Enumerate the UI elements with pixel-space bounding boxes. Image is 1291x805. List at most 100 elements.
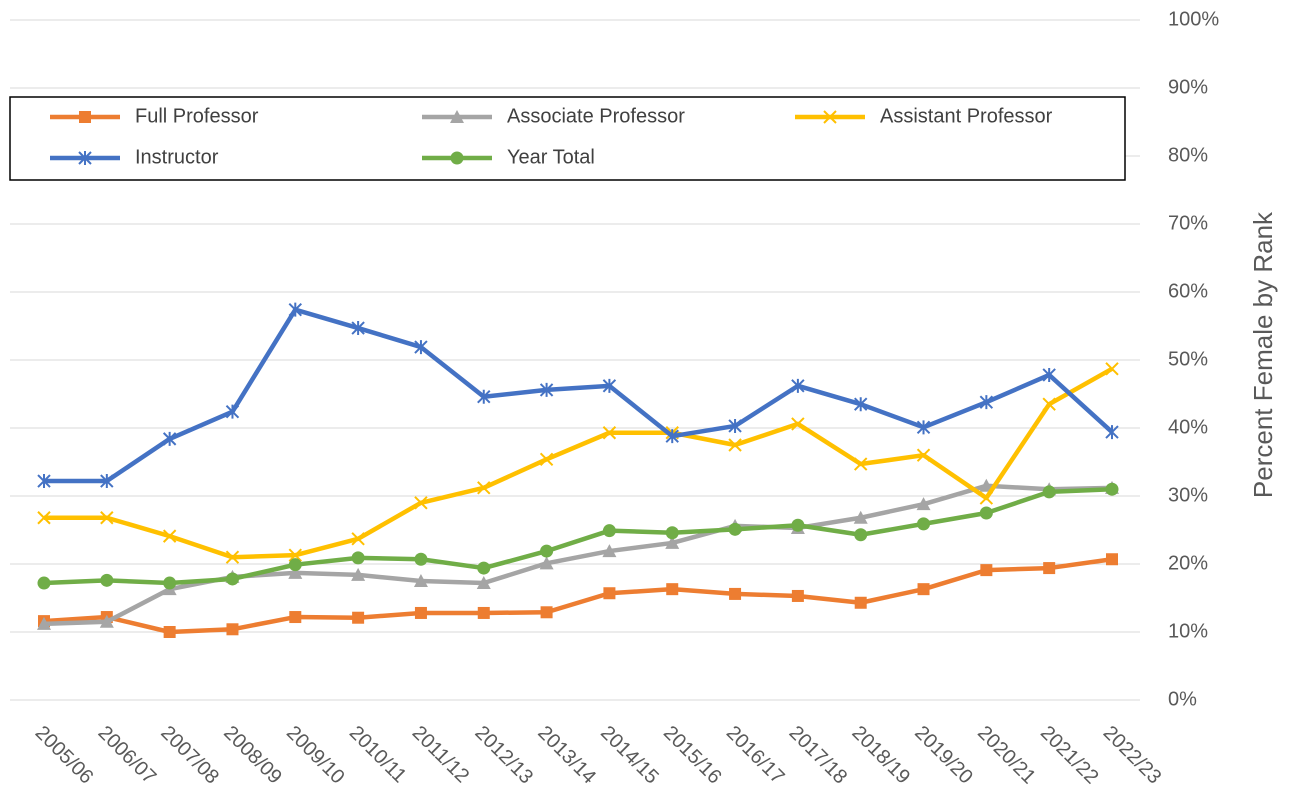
- marker: [225, 404, 240, 419]
- marker: [414, 340, 428, 355]
- y-tick-label: 100%: [1168, 8, 1219, 30]
- marker: [414, 606, 427, 619]
- marker: [288, 565, 303, 579]
- y-tick-label: 80%: [1168, 144, 1208, 166]
- marker: [413, 574, 428, 587]
- y-tick-label: 30%: [1168, 484, 1208, 506]
- legend-label: Full Professor: [135, 105, 259, 127]
- marker: [916, 497, 931, 511]
- marker: [414, 496, 428, 510]
- marker: [351, 321, 365, 336]
- marker: [289, 611, 302, 624]
- marker: [854, 596, 867, 609]
- y-tick-label: 0%: [1168, 688, 1197, 710]
- marker: [665, 429, 679, 444]
- y-tick-label: 10%: [1168, 620, 1208, 642]
- x-tick-label: 2021/22: [1036, 722, 1103, 789]
- marker: [477, 561, 491, 575]
- marker: [980, 564, 993, 577]
- legend-label: Instructor: [135, 146, 219, 168]
- legend-marker: [450, 151, 464, 165]
- marker: [37, 576, 51, 590]
- legend-label: Associate Professor: [507, 105, 685, 127]
- marker: [414, 552, 428, 566]
- y-tick-label: 20%: [1168, 552, 1208, 574]
- series: [38, 553, 1118, 638]
- marker: [728, 522, 742, 536]
- marker: [916, 420, 931, 435]
- marker: [162, 431, 177, 446]
- x-tick-label: 2020/21: [973, 722, 1040, 789]
- marker: [602, 378, 617, 393]
- marker: [979, 395, 994, 410]
- marker: [37, 511, 51, 525]
- marker: [979, 506, 993, 520]
- marker: [1042, 397, 1056, 411]
- marker: [288, 558, 302, 572]
- legend-marker: [823, 110, 837, 124]
- marker: [477, 606, 490, 619]
- line: [43, 557, 1113, 635]
- marker: [603, 587, 616, 600]
- line: [44, 366, 1114, 560]
- marker: [351, 567, 366, 581]
- legend-item: Assistant Professor: [795, 105, 1053, 127]
- x-tick-label: 2018/19: [847, 722, 914, 789]
- x-tick-label: 2010/11: [345, 722, 411, 788]
- marker: [1105, 425, 1119, 440]
- marker: [979, 478, 994, 492]
- series: [37, 478, 1119, 630]
- legend-item: Instructor: [50, 146, 219, 168]
- legend-label: Year Total: [507, 146, 595, 168]
- marker: [791, 417, 805, 431]
- legend-marker: [450, 110, 464, 123]
- legend-item: Associate Professor: [422, 105, 685, 127]
- x-tick-label: 2019/20: [910, 722, 977, 789]
- marker: [666, 583, 679, 596]
- marker: [100, 474, 114, 489]
- marker: [1042, 485, 1056, 499]
- marker: [853, 510, 868, 524]
- y-tick-label: 90%: [1168, 76, 1208, 98]
- x-tick-label: 2012/13: [470, 722, 537, 789]
- series: [37, 302, 1119, 489]
- marker: [1105, 362, 1119, 376]
- y-axis-title: Percent Female by Rank: [1248, 211, 1278, 498]
- marker: [1043, 562, 1056, 575]
- marker: [288, 548, 303, 562]
- marker: [1042, 367, 1056, 382]
- x-tick-label: 2014/15: [596, 722, 663, 789]
- marker: [729, 587, 742, 600]
- legend-marker: [79, 111, 91, 123]
- marker: [979, 491, 994, 505]
- marker: [162, 529, 177, 543]
- marker: [351, 532, 365, 546]
- marker: [100, 511, 114, 525]
- marker: [540, 606, 553, 619]
- marker: [728, 438, 742, 452]
- marker: [665, 535, 680, 549]
- line: [44, 307, 1114, 484]
- marker: [916, 448, 931, 462]
- marker: [665, 526, 679, 540]
- series: [37, 362, 1119, 564]
- marker: [539, 556, 554, 570]
- series: [37, 482, 1119, 590]
- marker: [99, 614, 114, 628]
- marker: [351, 551, 365, 565]
- x-tick-label: 2015/16: [659, 722, 726, 789]
- line: [43, 486, 1113, 586]
- marker: [853, 457, 868, 471]
- marker: [540, 544, 554, 558]
- marker: [854, 528, 868, 542]
- x-tick-label: 2005/06: [31, 722, 98, 789]
- marker: [100, 573, 114, 587]
- marker: [288, 302, 303, 317]
- x-tick-label: 2022/23: [1099, 722, 1166, 789]
- marker: [352, 611, 365, 624]
- marker: [602, 426, 617, 440]
- marker: [37, 616, 51, 630]
- y-tick-label: 70%: [1168, 212, 1208, 234]
- marker: [477, 481, 491, 495]
- marker: [225, 572, 239, 586]
